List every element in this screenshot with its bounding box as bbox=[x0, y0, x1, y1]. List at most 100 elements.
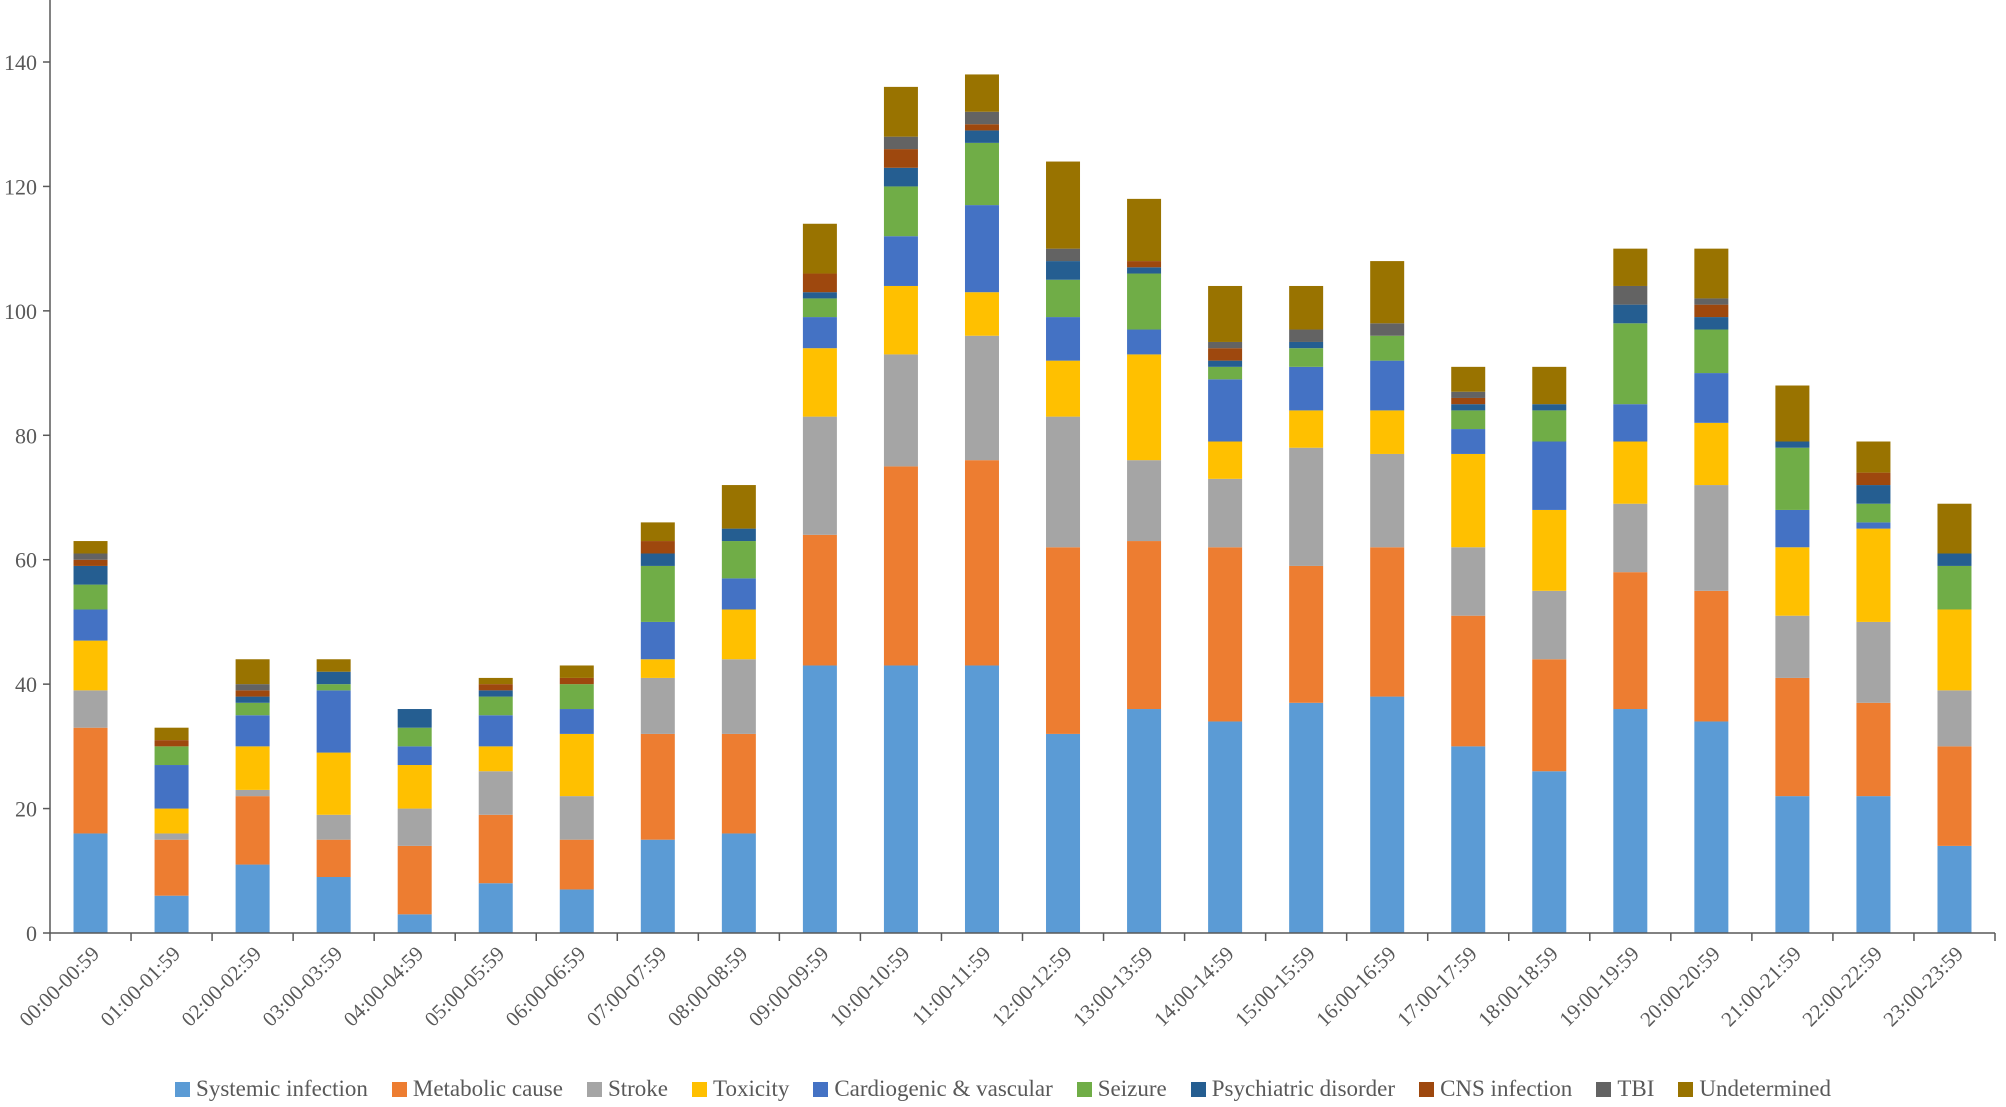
bar-segment bbox=[73, 609, 108, 641]
bar-segment bbox=[316, 877, 351, 933]
y-tick-label: 60 bbox=[15, 548, 37, 573]
y-tick-label: 100 bbox=[4, 299, 37, 324]
legend-item: Psychiatric disorder bbox=[1190, 1076, 1395, 1102]
bar-segment bbox=[316, 684, 351, 691]
bar-segment bbox=[1208, 348, 1243, 361]
bar-segment bbox=[640, 553, 675, 566]
bar-segment bbox=[154, 727, 189, 741]
bar-segment bbox=[1208, 547, 1243, 722]
x-tick-label: 17:00-17:59 bbox=[1392, 942, 1482, 1032]
bar-segment bbox=[1451, 615, 1486, 747]
bar-segment bbox=[316, 814, 351, 840]
x-tick-label: 13:00-13:59 bbox=[1068, 942, 1158, 1032]
bar-segment bbox=[559, 709, 594, 734]
bar-segment bbox=[1208, 441, 1243, 479]
bar-segment bbox=[1370, 696, 1405, 933]
bar-segment bbox=[1532, 509, 1567, 591]
y-tick-label: 140 bbox=[4, 50, 37, 75]
bar-segment bbox=[1127, 261, 1162, 268]
x-tick-label: 07:00-07:59 bbox=[582, 942, 672, 1032]
bar-segment bbox=[1856, 441, 1891, 473]
bar-segment bbox=[1127, 273, 1162, 330]
bar-segment bbox=[640, 659, 675, 678]
bar-segment bbox=[1694, 485, 1729, 591]
bar-segment bbox=[802, 292, 837, 299]
bar-segment bbox=[154, 833, 189, 840]
legend-swatch bbox=[1419, 1081, 1435, 1097]
bar-segment bbox=[640, 522, 675, 542]
bar-segment bbox=[1127, 460, 1162, 542]
bar-segment bbox=[559, 839, 594, 890]
x-tick-label: 19:00-19:59 bbox=[1554, 942, 1644, 1032]
bar-segment bbox=[721, 833, 756, 933]
bar-segment bbox=[1775, 615, 1810, 678]
bar-segment bbox=[73, 727, 108, 834]
bar-segment bbox=[1208, 360, 1243, 367]
bar-segment bbox=[316, 659, 351, 672]
bar-segment bbox=[1775, 677, 1810, 797]
x-tick-label: 06:00-06:59 bbox=[501, 942, 591, 1032]
bar-segment bbox=[1775, 441, 1810, 448]
bar-segment bbox=[964, 111, 999, 125]
legend: Systemic infection Metabolic cause Stroke T… bbox=[0, 1072, 2006, 1106]
bar-segment bbox=[478, 696, 513, 716]
bar-segment bbox=[1289, 366, 1324, 411]
bar-segment bbox=[73, 559, 108, 566]
bar-segment bbox=[640, 621, 675, 660]
bar-segment bbox=[883, 167, 918, 187]
x-tick-label: 01:00-01:59 bbox=[96, 942, 186, 1032]
bar-segment bbox=[1532, 659, 1567, 772]
legend-swatch bbox=[1076, 1081, 1092, 1097]
bar-segment bbox=[397, 709, 432, 728]
legend-label: TBI bbox=[1617, 1076, 1655, 1101]
bar-segment bbox=[883, 665, 918, 933]
bar-segment bbox=[1370, 410, 1405, 454]
bar-segment bbox=[964, 665, 999, 933]
bar-segment bbox=[154, 839, 189, 896]
legend-item: TBI bbox=[1596, 1076, 1654, 1102]
bar-segment bbox=[1451, 410, 1486, 430]
bar-segment bbox=[1289, 565, 1324, 703]
bar-segment bbox=[1127, 329, 1162, 355]
bar-segment bbox=[721, 485, 756, 529]
bar-segment bbox=[964, 460, 999, 666]
bar-segment bbox=[1289, 702, 1324, 933]
bar-segment bbox=[1370, 323, 1405, 336]
bar-segment bbox=[1613, 441, 1648, 504]
legend-item: Toxicity bbox=[692, 1076, 789, 1102]
bar-segment bbox=[1937, 845, 1972, 933]
bar-segment bbox=[1613, 404, 1648, 442]
bar-segment bbox=[1937, 609, 1972, 691]
bar-segment bbox=[1613, 304, 1648, 324]
bar-segment bbox=[964, 124, 999, 131]
bar-segment bbox=[478, 677, 513, 685]
bar-segment bbox=[235, 864, 270, 933]
bar-segment bbox=[1289, 329, 1324, 342]
legend-swatch bbox=[586, 1081, 602, 1097]
bar-segment bbox=[1856, 485, 1891, 504]
bar-segment bbox=[1289, 348, 1324, 367]
bar-segment bbox=[1127, 541, 1162, 710]
bar-segment bbox=[235, 696, 270, 703]
bar-segment bbox=[478, 746, 513, 772]
bar-segment bbox=[1370, 335, 1405, 361]
bar-segment bbox=[1451, 453, 1486, 548]
bar-segment bbox=[1532, 410, 1567, 442]
bar-segment bbox=[478, 684, 513, 691]
bar-segment bbox=[1046, 261, 1081, 280]
bar-segment bbox=[1532, 771, 1567, 933]
bar-segment bbox=[1613, 709, 1648, 933]
bar-segment bbox=[640, 733, 675, 840]
bar-segment bbox=[1775, 547, 1810, 616]
bar-segment bbox=[1046, 317, 1081, 361]
bar-segment bbox=[235, 702, 270, 716]
bar-segment bbox=[1856, 522, 1891, 529]
bar-segment bbox=[559, 733, 594, 797]
x-tick-label: 23:00-23:59 bbox=[1878, 942, 1968, 1032]
bar-segment bbox=[73, 553, 108, 560]
bar-segment bbox=[1694, 590, 1729, 722]
bar-segment bbox=[883, 86, 918, 137]
bar-segment bbox=[964, 292, 999, 336]
bar-segment bbox=[1937, 553, 1972, 566]
legend-swatch bbox=[692, 1081, 708, 1097]
